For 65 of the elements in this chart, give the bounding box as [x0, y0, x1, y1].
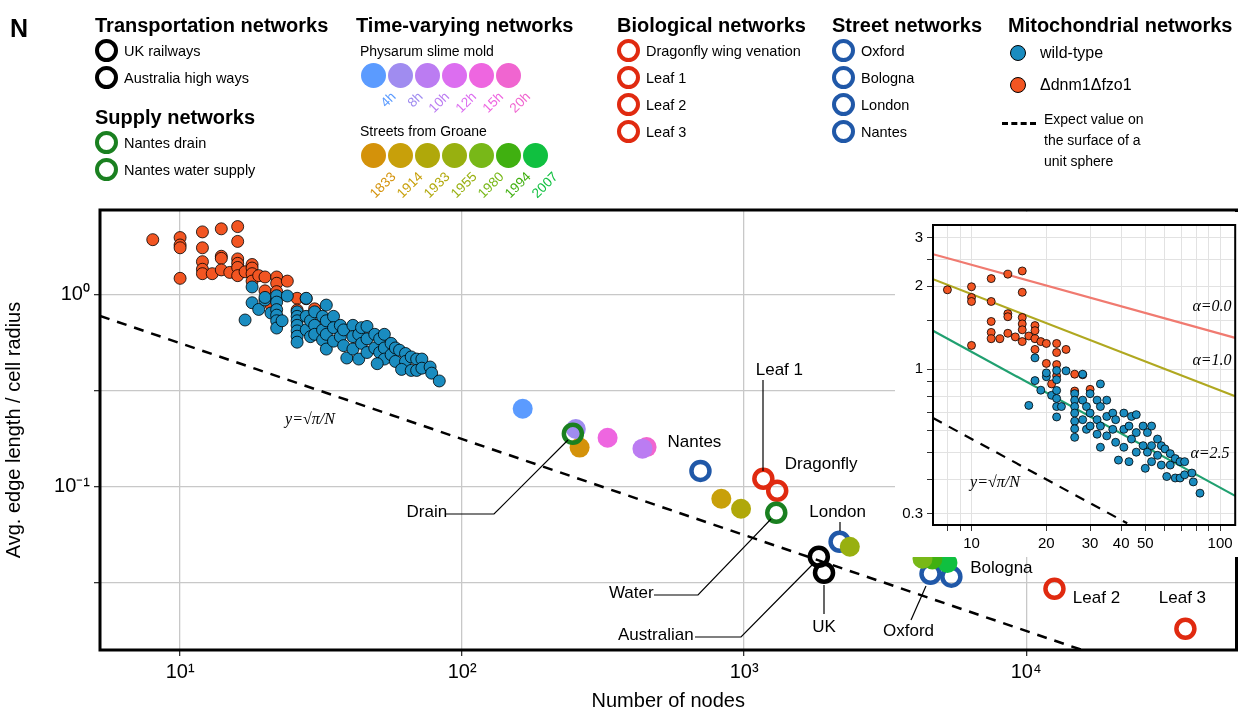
- annotation: α=0.0: [1192, 297, 1232, 315]
- text: 15h: [480, 89, 507, 116]
- text: 4h: [377, 89, 399, 111]
- x-tick-label: 100: [1207, 534, 1233, 552]
- text: Supply networks: [95, 106, 256, 129]
- legend-label: London: [861, 96, 910, 113]
- y-axis-title: Avg. edge length / cell radius: [1, 301, 24, 559]
- annotation: Bologna: [970, 558, 1034, 578]
- legend-label: Leaf 3: [646, 123, 687, 140]
- y-tick-label: 3: [914, 227, 923, 245]
- annotation: Water: [608, 583, 654, 603]
- annotation: Dragonfly: [784, 454, 859, 474]
- x-axis-title: Number of nodes: [591, 688, 745, 711]
- text: Mitochondrial networks: [1008, 14, 1233, 37]
- x-tick-label: 10¹: [165, 659, 195, 682]
- legend-label: Leaf 2: [646, 96, 687, 113]
- legend-label: Bologna: [861, 69, 915, 86]
- annotation: London: [809, 502, 866, 522]
- legend-label: UK railways: [124, 42, 201, 59]
- annotation: y=√π/N: [283, 410, 337, 429]
- legend-label: Nantes: [861, 123, 907, 140]
- text: Street networks: [832, 14, 983, 37]
- legend-label: Australia high ways: [124, 69, 249, 86]
- annotation: α=1.0: [1192, 351, 1232, 369]
- x-tick-label: 10⁴: [1010, 659, 1042, 682]
- x-tick-label: 40: [1112, 534, 1130, 552]
- legend-label: wild-type: [1040, 44, 1104, 62]
- legend-label: Expect value on the surface of a unit sphere: [1044, 110, 1145, 171]
- annotation: Leaf 3: [1158, 588, 1207, 608]
- legend-label: Δdnm1Δfzo1: [1040, 76, 1132, 94]
- legend-label: Dragonfly wing venation: [646, 42, 801, 59]
- y-tick-label: 2: [914, 276, 923, 294]
- x-tick-label: 10³: [729, 659, 759, 682]
- annotation: Australian: [618, 625, 694, 645]
- text: Transportation networks: [95, 14, 329, 37]
- text: Time-varying networks: [356, 14, 574, 37]
- x-tick-label: 10²: [447, 659, 477, 682]
- annotation: y=√π/N: [968, 473, 1022, 492]
- y-tick-label: 10⁰: [60, 282, 90, 305]
- x-tick-label: 30: [1081, 534, 1099, 552]
- legend-label: Nantes drain: [124, 134, 207, 151]
- y-tick-label: 10⁻¹: [54, 474, 91, 497]
- y-tick-label: 0.3: [902, 503, 923, 521]
- legend-label: 12h: [453, 89, 480, 116]
- legend-label: Oxford: [861, 42, 905, 59]
- legend-label: Leaf 1: [646, 69, 687, 86]
- x-tick-label: 10: [963, 534, 980, 552]
- y-tick-label: 1: [914, 359, 923, 377]
- text: Streets from Groane: [360, 123, 488, 139]
- text: Physarum slime mold: [360, 43, 495, 59]
- x-tick-label: 20: [1038, 534, 1055, 552]
- text: 8h: [404, 89, 426, 111]
- annotation: Leaf 1: [755, 359, 803, 379]
- legend-label: Nantes water supply: [124, 161, 256, 178]
- annotation: Nantes: [667, 431, 722, 451]
- text: 20h: [507, 89, 534, 116]
- annotation: UK: [812, 616, 837, 636]
- annotation: Oxford: [883, 621, 935, 641]
- text: N: [10, 14, 29, 43]
- annotation: Drain: [406, 502, 448, 522]
- annotation: Leaf 2: [1072, 588, 1121, 608]
- annotation: α=2.5: [1190, 444, 1230, 462]
- x-tick-label: 50: [1136, 534, 1154, 552]
- text: 10h: [426, 89, 453, 116]
- text: Biological networks: [617, 14, 806, 37]
